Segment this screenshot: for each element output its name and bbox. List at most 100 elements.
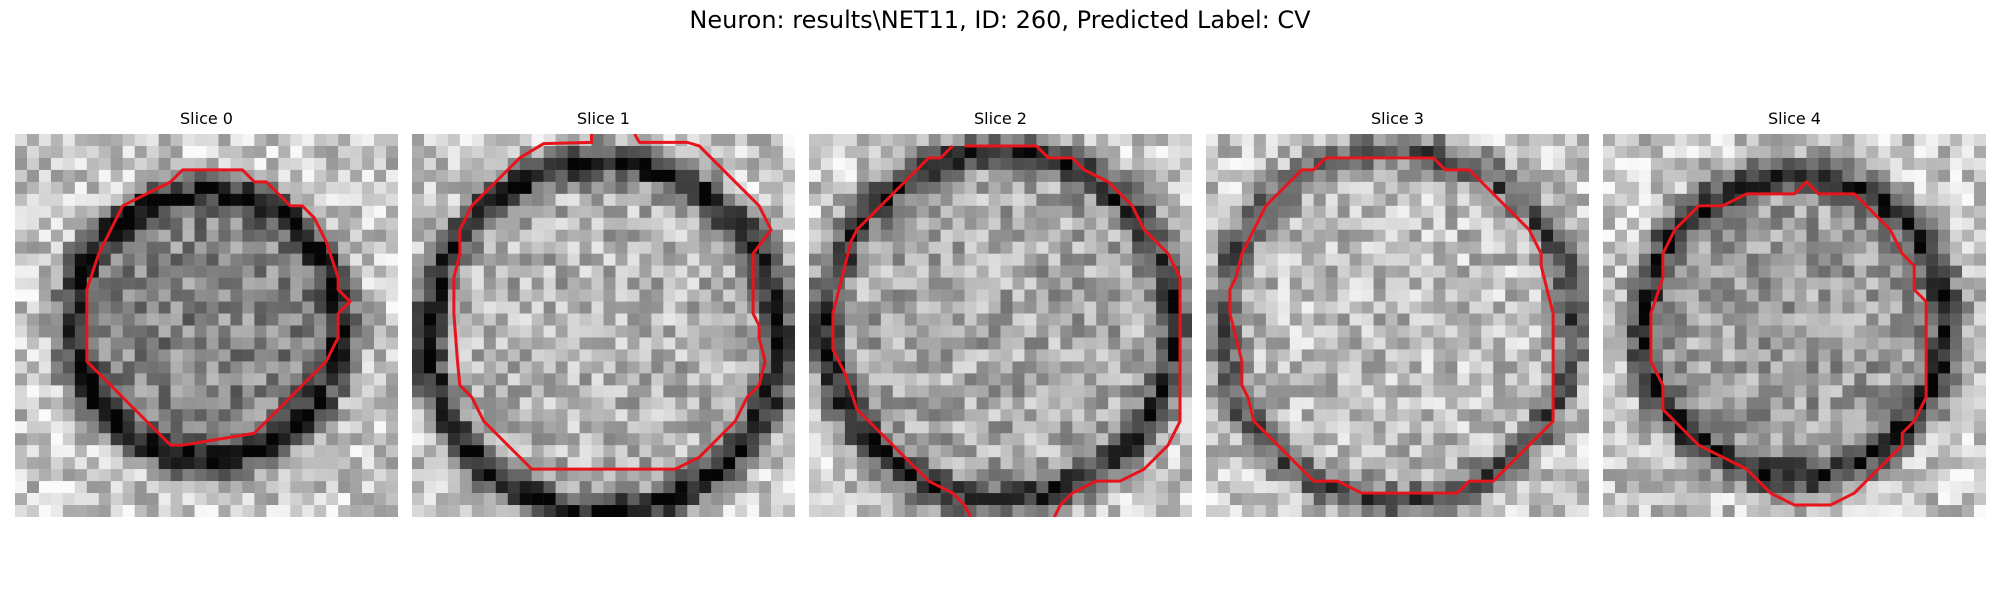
pixel: [278, 325, 291, 338]
pixel: [386, 217, 398, 230]
pixel: [1156, 277, 1169, 290]
pixel: [1156, 385, 1169, 398]
pixel: [146, 397, 159, 410]
pixel: [483, 134, 497, 147]
pixel: [1277, 325, 1291, 338]
pixel: [15, 469, 28, 482]
pixel: [964, 169, 977, 183]
pixel: [735, 361, 748, 374]
pixel: [1926, 157, 1939, 171]
pixel: [1373, 445, 1386, 458]
pixel: [639, 349, 652, 362]
pixel: [1168, 169, 1181, 183]
pixel: [1565, 469, 1578, 482]
pixel: [747, 145, 760, 159]
pixel: [1132, 481, 1145, 494]
pixel: [699, 325, 712, 338]
pixel: [1337, 397, 1350, 410]
pixel: [1000, 397, 1013, 410]
pixel: [1746, 349, 1759, 362]
pixel: [1445, 301, 1458, 314]
pixel: [1818, 421, 1831, 434]
pixel: [1120, 134, 1133, 147]
pixel: [952, 253, 965, 266]
pixel: [639, 253, 652, 266]
pixel: [170, 145, 183, 159]
pixel: [1120, 505, 1133, 517]
pixel: [1710, 313, 1723, 326]
pixel: [15, 493, 28, 506]
pixel: [170, 193, 183, 207]
pixel: [940, 169, 953, 183]
pixel: [699, 193, 712, 207]
pixel: [1385, 421, 1398, 434]
pixel: [38, 169, 52, 183]
pixel: [699, 397, 712, 410]
pixel: [1758, 325, 1771, 338]
pixel: [146, 265, 159, 278]
pixel: [1469, 337, 1482, 350]
pixel: [1638, 145, 1652, 159]
pixel: [1253, 445, 1267, 458]
pixel: [1529, 313, 1542, 326]
pixel: [435, 301, 449, 314]
pixel: [254, 397, 267, 410]
pixel: [1012, 289, 1025, 302]
pixel: [1180, 157, 1192, 171]
pixel: [110, 505, 123, 517]
pixel: [1265, 241, 1279, 254]
pixel: [86, 445, 100, 458]
pixel: [1650, 397, 1664, 410]
slice-image-3: [1206, 134, 1589, 517]
pixel: [1553, 205, 1566, 219]
pixel: [1000, 505, 1013, 517]
pixel: [1505, 241, 1518, 254]
pixel: [62, 433, 76, 446]
pixel: [1373, 373, 1386, 386]
pixel: [1626, 229, 1640, 242]
pixel: [1108, 349, 1121, 362]
pixel: [809, 157, 822, 171]
pixel: [868, 301, 882, 314]
pixel: [1842, 134, 1855, 147]
pixel: [1156, 337, 1169, 350]
pixel: [412, 325, 425, 338]
pixel: [374, 181, 387, 195]
pixel: [1746, 229, 1759, 242]
pixel: [1818, 301, 1831, 314]
pixel: [134, 134, 147, 147]
pixel: [1890, 313, 1903, 326]
pixel: [519, 169, 532, 183]
pixel: [1950, 181, 1963, 195]
pixel: [711, 265, 724, 278]
pixel: [146, 445, 159, 458]
pixel: [471, 205, 485, 219]
pixel: [820, 409, 834, 422]
pixel: [928, 169, 941, 183]
pixel: [976, 277, 989, 290]
pixel: [290, 265, 303, 278]
pixel: [531, 505, 544, 517]
pixel: [1842, 253, 1855, 266]
pixel: [1048, 361, 1061, 374]
pixel: [1517, 433, 1530, 446]
pixel: [1206, 385, 1219, 398]
pixel: [254, 217, 267, 230]
pixel: [1277, 169, 1291, 183]
pixel: [1433, 337, 1446, 350]
pixel: [1638, 325, 1652, 338]
pixel: [627, 313, 640, 326]
pixel: [98, 433, 111, 446]
pixel: [820, 505, 834, 517]
pixel: [1337, 217, 1350, 230]
pixel: [1577, 313, 1589, 326]
pixel: [579, 505, 592, 517]
pixel: [687, 217, 700, 230]
pixel: [1686, 181, 1699, 195]
pixel: [326, 145, 339, 159]
pixel: [1626, 397, 1640, 410]
pixel: [423, 397, 437, 410]
pixel: [809, 181, 822, 195]
pixel: [1036, 385, 1049, 398]
pixel: [832, 205, 846, 219]
